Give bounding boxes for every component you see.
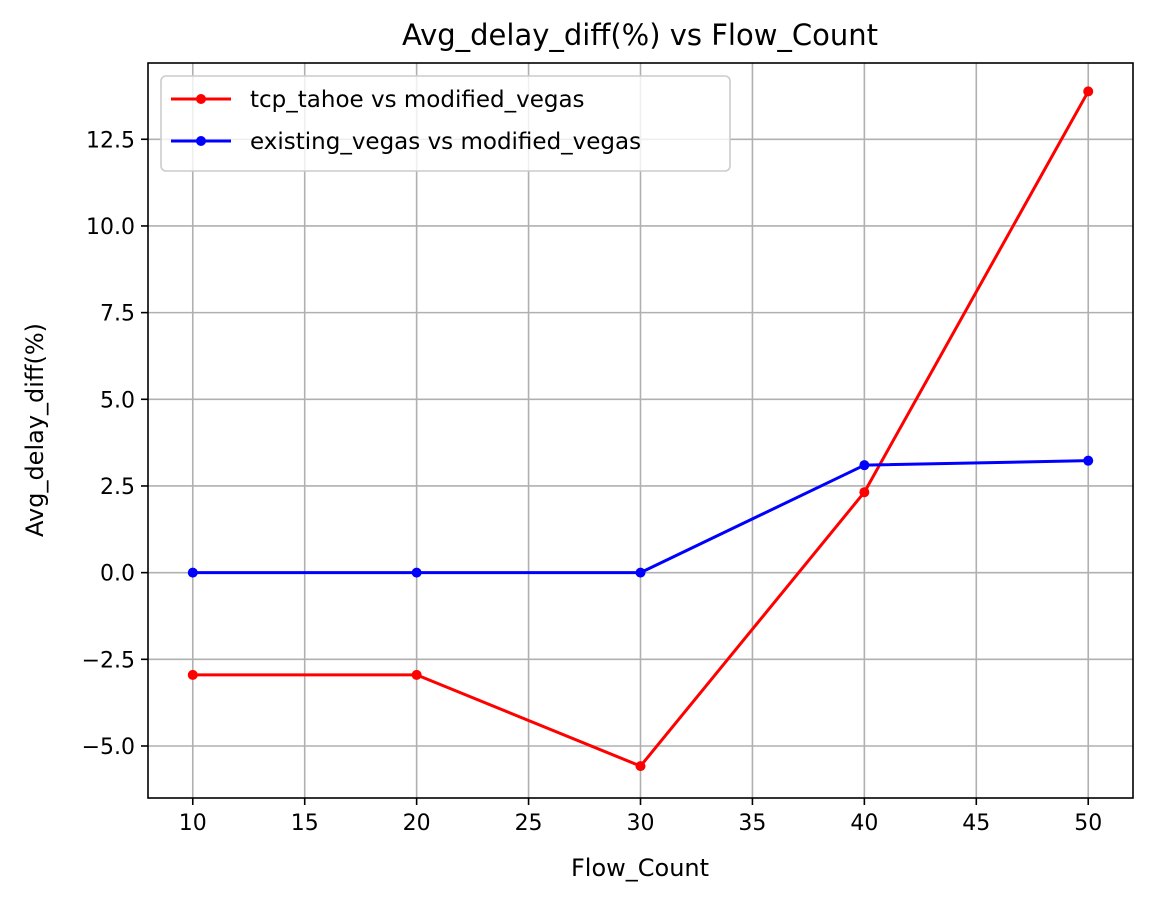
x-tick-label: 40 bbox=[850, 811, 878, 836]
x-tick-label: 10 bbox=[179, 811, 207, 836]
data-point bbox=[635, 567, 646, 578]
y-tick-label: −5.0 bbox=[82, 735, 135, 760]
data-point bbox=[411, 669, 422, 680]
chart-title: Avg_delay_diff(%) vs Flow_Count bbox=[402, 18, 878, 52]
y-tick-label: 10.0 bbox=[86, 215, 135, 240]
legend-marker bbox=[196, 94, 206, 104]
data-point bbox=[859, 460, 870, 471]
data-point bbox=[1083, 86, 1094, 97]
y-tick-label: 12.5 bbox=[86, 128, 135, 153]
x-tick-label: 30 bbox=[627, 811, 655, 836]
x-axis: 10 15 20 25 30 35 40 45 50 bbox=[179, 798, 1102, 836]
data-point bbox=[187, 669, 198, 680]
legend: tcp_tahoe vs modified_vegas existing_vega… bbox=[160, 75, 731, 172]
x-axis-label: Flow_Count bbox=[571, 854, 709, 882]
grid-lines bbox=[148, 63, 1133, 798]
data-point bbox=[859, 487, 870, 498]
legend-item: tcp_tahoe vs modified_vegas bbox=[171, 87, 585, 113]
x-tick-label: 35 bbox=[738, 811, 766, 836]
legend-item: existing_vegas vs modified_vegas bbox=[171, 129, 641, 155]
x-tick-label: 15 bbox=[291, 811, 319, 836]
x-tick-label: 25 bbox=[515, 811, 543, 836]
y-tick-label: 2.5 bbox=[100, 475, 135, 500]
data-point bbox=[411, 567, 422, 578]
data-point bbox=[187, 567, 198, 578]
legend-box bbox=[160, 75, 731, 172]
y-axis-label: Avg_delay_diff(%) bbox=[21, 323, 49, 537]
legend-marker bbox=[196, 136, 206, 146]
y-tick-label: 5.0 bbox=[100, 388, 135, 413]
x-tick-label: 50 bbox=[1074, 811, 1102, 836]
y-tick-label: 0.0 bbox=[100, 562, 135, 587]
series-1 bbox=[187, 86, 1094, 772]
series-2 bbox=[187, 455, 1094, 578]
y-tick-label: −2.5 bbox=[82, 648, 135, 673]
series-layer bbox=[187, 86, 1094, 772]
data-point bbox=[635, 761, 646, 772]
data-point bbox=[1083, 455, 1094, 466]
y-tick-label: 7.5 bbox=[100, 302, 135, 327]
y-axis: −5.0 −2.5 0.0 2.5 5.0 7.5 10.0 12.5 bbox=[82, 128, 148, 760]
x-tick-label: 45 bbox=[962, 811, 990, 836]
legend-label: tcp_tahoe vs modified_vegas bbox=[250, 87, 585, 113]
x-tick-label: 20 bbox=[403, 811, 431, 836]
legend-label: existing_vegas vs modified_vegas bbox=[250, 129, 641, 155]
